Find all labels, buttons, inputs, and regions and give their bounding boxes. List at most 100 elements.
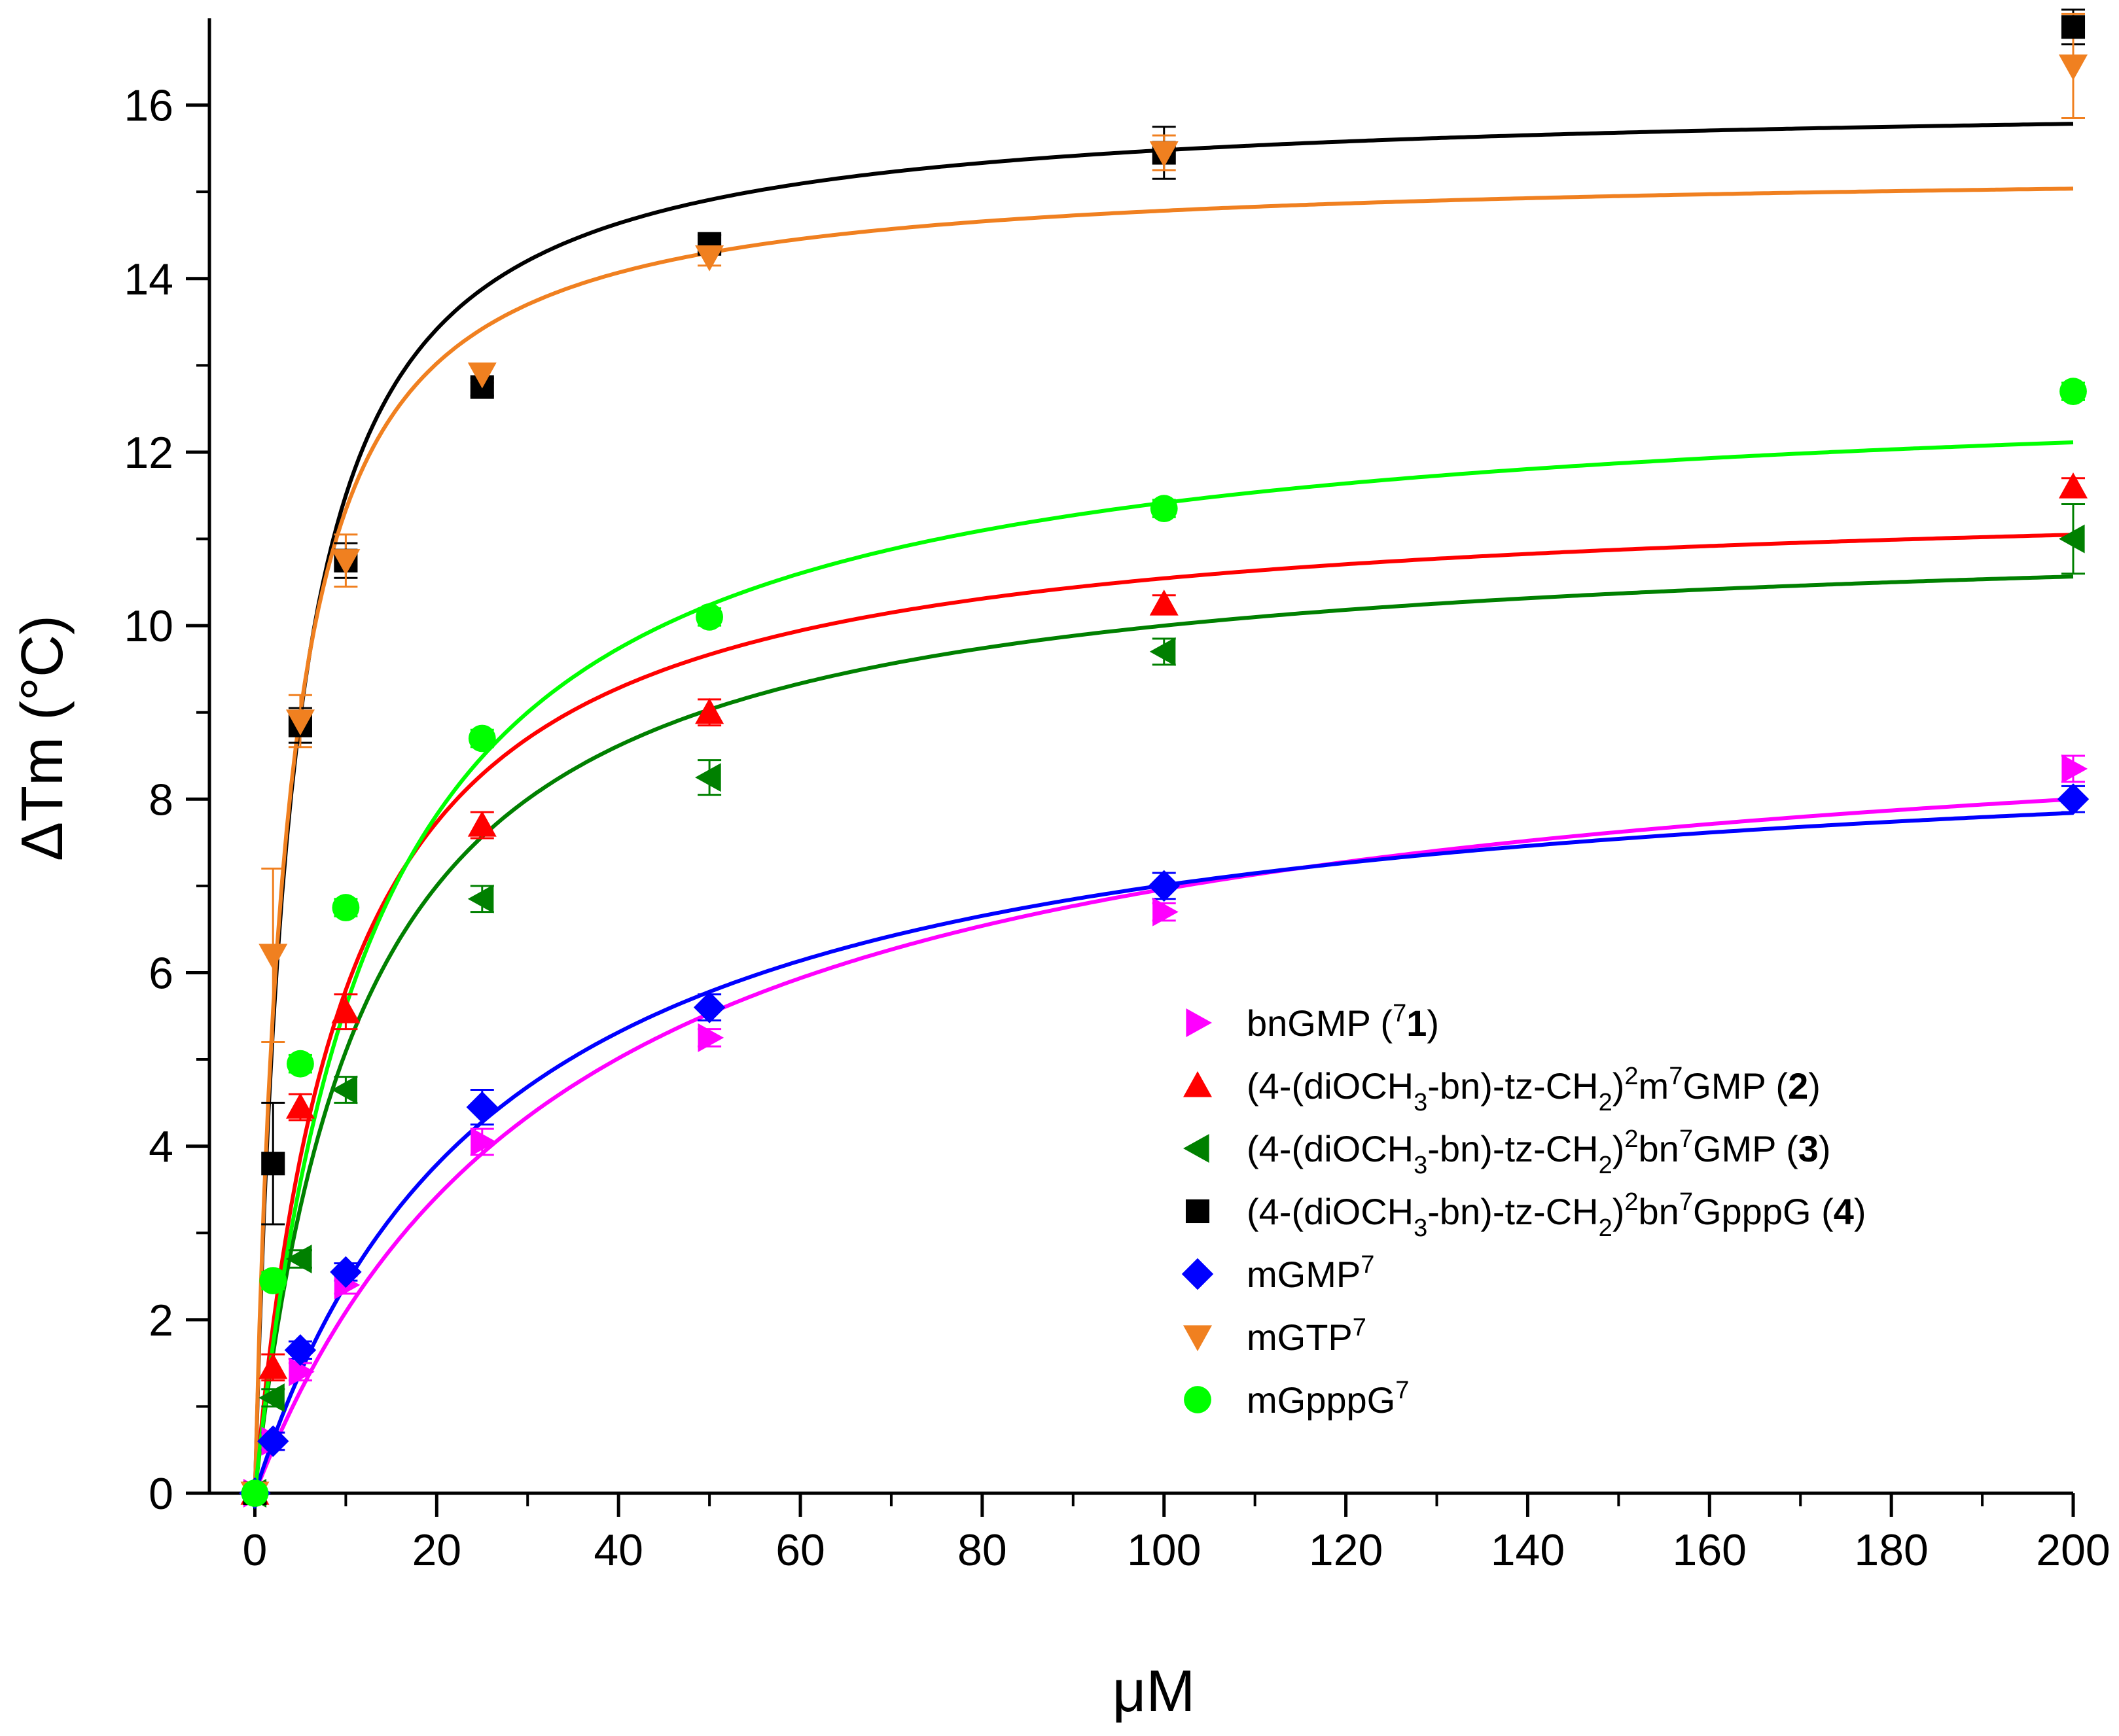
series-1-point: [2061, 754, 2088, 783]
series-6-point: [2059, 54, 2088, 80]
legend-label-part: ): [1819, 1128, 1831, 1169]
series-5-point: [693, 991, 726, 1023]
series-6-point: [258, 944, 288, 970]
legend-label-part: (4-(diOCH: [1247, 1128, 1414, 1169]
legend-label-1: bnGMP (71): [1247, 1000, 1439, 1044]
y-tick-label: 14: [124, 255, 173, 304]
legend-label-part: 7: [1393, 1000, 1406, 1027]
series-7-point: [241, 1479, 269, 1507]
series-2-fit-curve: [253, 533, 2074, 1494]
legend-label-part: -bn)-tz-CH: [1427, 1065, 1598, 1107]
series-6-fit-curve: [253, 186, 2074, 1494]
legend-label-part: 3: [1414, 1214, 1427, 1242]
x-axis-title: μM: [1113, 1659, 1196, 1724]
series-5-point: [330, 1256, 362, 1288]
y-tick-label: 8: [149, 775, 173, 824]
legend-label-part: m: [1639, 1065, 1669, 1107]
series-6-point: [467, 363, 497, 389]
legend-label-part: ): [1612, 1191, 1625, 1232]
x-tick-label: 0: [243, 1525, 268, 1575]
legend-label-part: bn: [1639, 1128, 1679, 1169]
legend-label-7: mGpppG7: [1247, 1377, 1409, 1421]
legend-label-part: 3: [1414, 1152, 1427, 1179]
legend-marker-2: [1183, 1071, 1212, 1097]
series-3-point: [285, 1245, 312, 1274]
series-6-point: [695, 245, 724, 272]
legend-label-part: GpppG (: [1693, 1191, 1834, 1232]
legend-label-part: GTP: [1277, 1317, 1353, 1358]
series-6-point: [285, 709, 315, 735]
series-5-point: [284, 1334, 317, 1366]
series-3-point: [1149, 637, 1176, 666]
series-2-point: [2059, 472, 2088, 499]
series-7-point: [332, 894, 360, 921]
legend-label-part: ): [1854, 1191, 1866, 1232]
legend-marker-1: [1186, 1008, 1212, 1037]
legend-marker-4: [1185, 1199, 1210, 1224]
legend-label-part: GpppG: [1277, 1379, 1396, 1421]
x-tick-label: 100: [1127, 1525, 1201, 1575]
series-6-point: [331, 549, 361, 575]
legend-label-6: mGTP7: [1247, 1314, 1366, 1358]
series-1-point: [1152, 897, 1179, 927]
x-tick-label: 200: [2036, 1525, 2110, 1575]
legend-label-part: 2: [1599, 1214, 1612, 1242]
series-7-point: [1150, 495, 1178, 523]
legend-marker-5: [1181, 1258, 1214, 1290]
legend-label-part: m: [1247, 1254, 1277, 1295]
y-tick-label: 2: [149, 1296, 173, 1345]
series-7-point: [287, 1050, 314, 1078]
legend-label-part: 1: [1406, 1002, 1427, 1044]
legend-label-4: (4-(diOCH3-bn)-tz-CH2)2bn7GpppG (4): [1247, 1188, 1866, 1242]
legend-label-part: ): [1612, 1065, 1625, 1107]
legend-label-part: ): [1612, 1128, 1625, 1169]
series-3-fit-curve: [253, 575, 2074, 1494]
legend-label-part: (4-(diOCH: [1247, 1065, 1414, 1107]
legend-label-part: -bn)-tz-CH: [1427, 1128, 1598, 1169]
series-5-point: [466, 1091, 498, 1124]
legend-label-2: (4-(diOCH3-bn)-tz-CH2)2m7GMP (2): [1247, 1063, 1821, 1116]
series-1-point: [471, 1127, 497, 1157]
legend-label-part: 2: [1624, 1063, 1638, 1090]
series-2-point: [258, 1353, 288, 1379]
y-tick-label: 0: [149, 1469, 173, 1519]
legend-label-part: 2: [1788, 1065, 1808, 1107]
legend-label-part: m: [1247, 1317, 1277, 1358]
legend-label-part: GMP (: [1693, 1128, 1798, 1169]
x-tick-label: 60: [775, 1525, 825, 1575]
legend-label-part: 7: [1669, 1063, 1683, 1090]
legend-marker-7: [1184, 1386, 1211, 1413]
series-2-point: [331, 997, 361, 1023]
legend-label-part: 7: [1679, 1125, 1693, 1153]
legend-label-part: bn: [1247, 1002, 1287, 1044]
y-axis-title: ΔTm (°C): [10, 615, 75, 861]
x-tick-label: 140: [1491, 1525, 1565, 1575]
x-tick-label: 120: [1309, 1525, 1383, 1575]
series-5-point: [1148, 870, 1180, 902]
series-3-point: [467, 884, 494, 913]
series-6-point: [1149, 141, 1179, 168]
y-tick-label: 4: [149, 1122, 173, 1172]
legend-label-part: 7: [1353, 1314, 1366, 1341]
x-tick-label: 160: [1673, 1525, 1747, 1575]
legend-label-part: 7: [1395, 1377, 1409, 1404]
series-3-point: [2059, 524, 2085, 554]
series-3-point: [258, 1383, 285, 1413]
legend-label-part: 4: [1834, 1191, 1854, 1232]
legend-marker-3: [1183, 1134, 1209, 1163]
legend-label-3: (4-(diOCH3-bn)-tz-CH2)2bn7GMP (3): [1247, 1125, 1831, 1179]
legend-label-part: bn: [1639, 1191, 1679, 1232]
legend-label-part: GMP: [1277, 1254, 1361, 1295]
legend-label-part: ): [1427, 1002, 1439, 1044]
legend-label-part: 2: [1599, 1089, 1612, 1116]
y-tick-label: 6: [149, 948, 173, 998]
series-2-point: [285, 1092, 315, 1119]
y-tick-label: 10: [124, 601, 173, 651]
series-7-point: [468, 724, 496, 753]
series-2-point: [467, 811, 497, 837]
series-3-point: [695, 763, 721, 792]
legend-label-part: 2: [1624, 1125, 1638, 1153]
legend-label-part: 3: [1798, 1128, 1819, 1169]
legend-label-part: -bn)-tz-CH: [1427, 1191, 1598, 1232]
